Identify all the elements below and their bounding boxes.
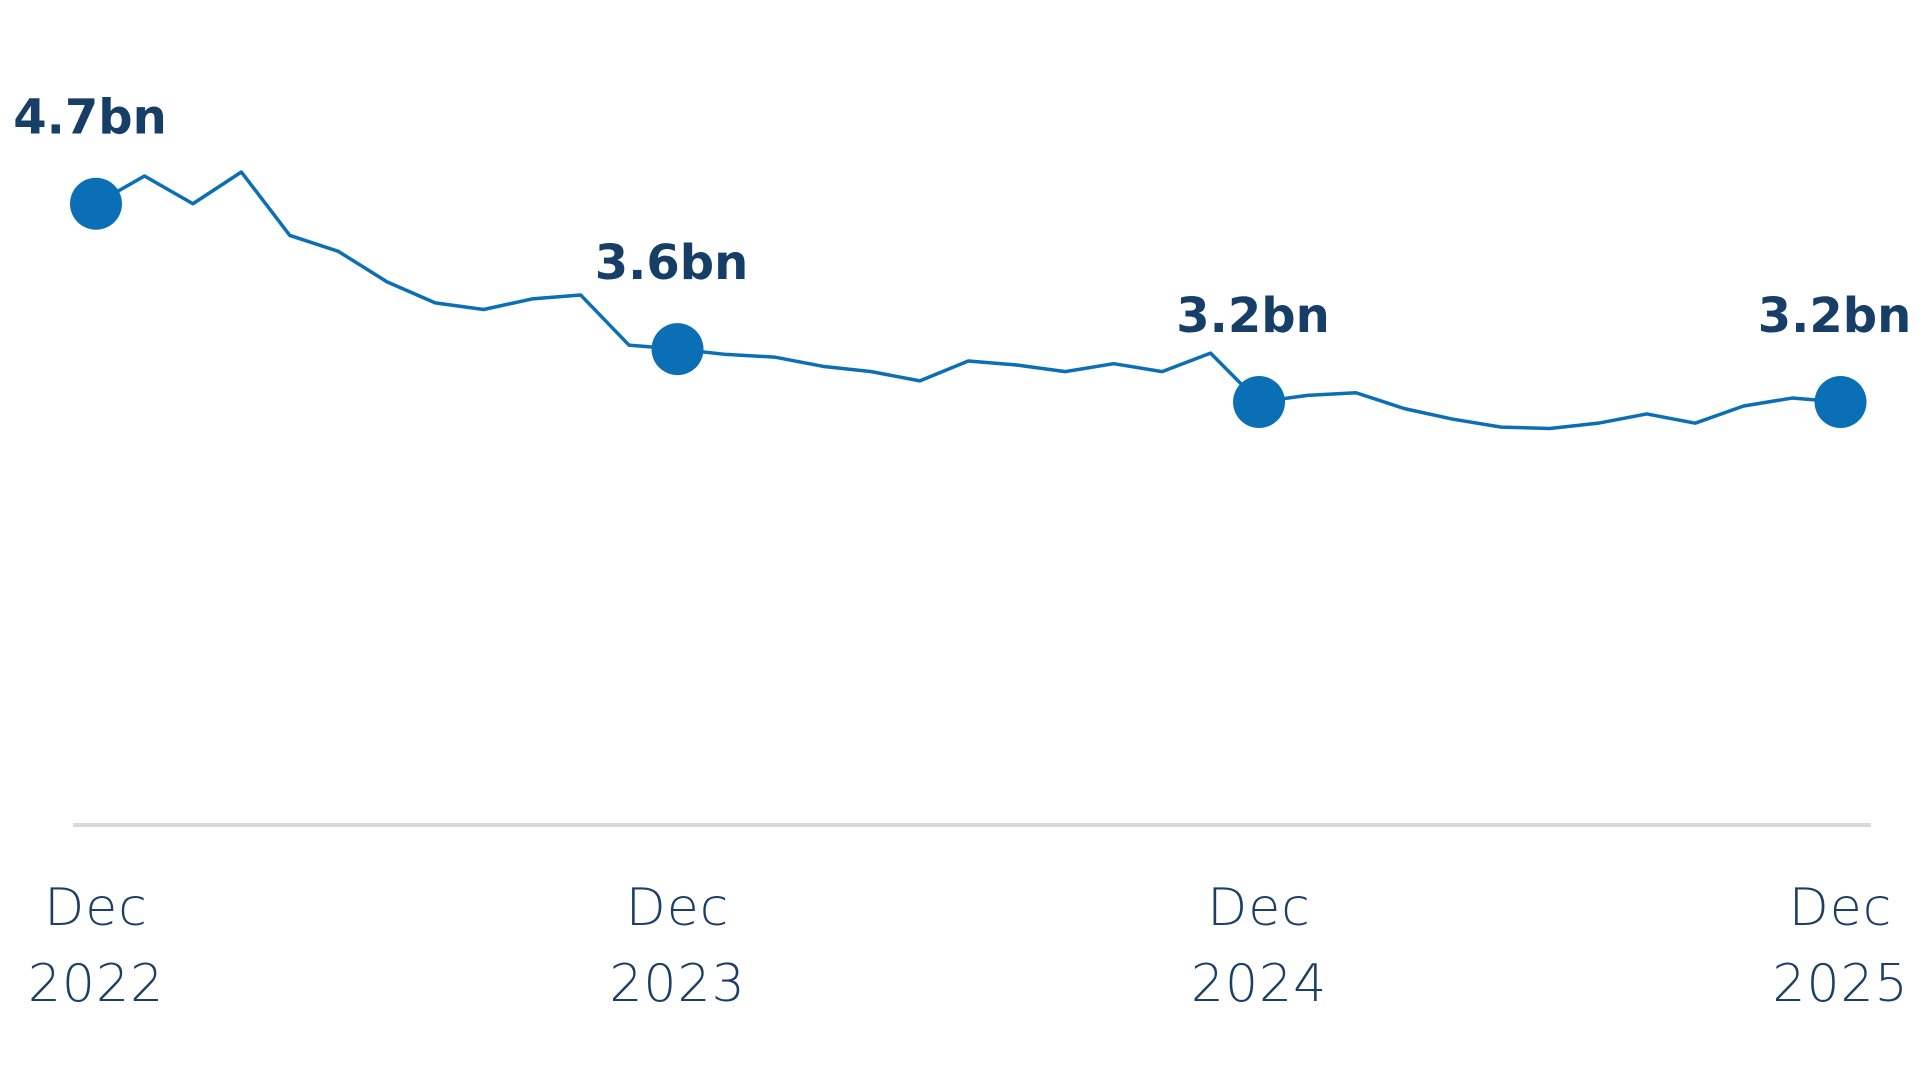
- value-label: 3.2bn: [1758, 288, 1912, 344]
- point-marker: [1814, 376, 1867, 429]
- value-label: 3.6bn: [595, 235, 749, 291]
- point-marker: [70, 177, 122, 230]
- x-tick-label: Dec 2024: [1190, 878, 1328, 1014]
- x-tick-label: Dec 2022: [27, 878, 165, 1014]
- line: [95, 170, 1841, 431]
- x-tick-label: Dec 2023: [609, 878, 746, 1014]
- value-label: 3.2bn: [1176, 288, 1330, 344]
- value-label: 4.7bn: [13, 90, 167, 146]
- x-tick-label: Dec 2025: [1772, 878, 1909, 1014]
- point-marker: [1233, 376, 1286, 429]
- point-marker: [651, 323, 704, 376]
